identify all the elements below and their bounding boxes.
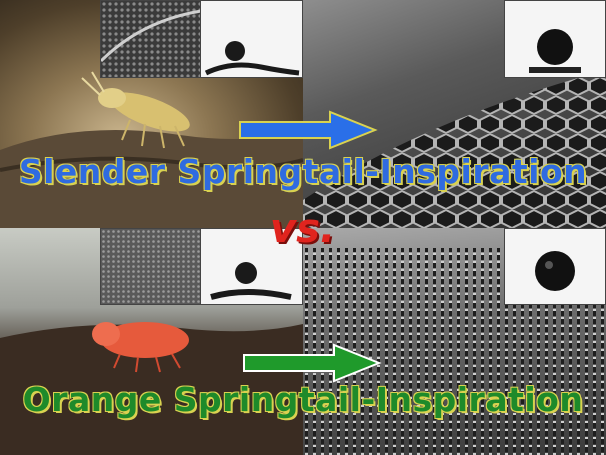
nanopillar-sem-surface <box>303 228 606 455</box>
slender-springtail-photo <box>0 0 303 228</box>
hexagonal-sem-surface <box>303 0 606 228</box>
versus-label: vs. <box>270 206 336 252</box>
bark-crack <box>0 156 303 172</box>
hexagon-pattern <box>303 70 606 228</box>
cuticle-sem-inset <box>100 0 202 78</box>
blue-arrow-icon <box>239 110 378 150</box>
cuticle-texture <box>101 1 201 77</box>
orange-springtail-body <box>101 322 189 358</box>
orange-springtail-legs <box>113 353 181 373</box>
springtail-body <box>110 92 190 132</box>
bark-shape <box>0 130 303 228</box>
orange-springtail-photo <box>0 228 303 455</box>
droplet-inset-slender <box>200 0 303 78</box>
droplet-on-pillars <box>535 251 575 291</box>
droplet-on-springtail <box>204 41 300 76</box>
springtail-head <box>98 88 126 108</box>
droplet-on-hexagon <box>529 29 581 73</box>
droplet-inset-pillars <box>504 228 606 305</box>
droplet-on-orange <box>210 262 292 300</box>
orange-cuticle-texture <box>101 229 201 304</box>
droplet-inset-hexagon <box>504 0 606 78</box>
slender-springtail-illustration <box>0 71 303 228</box>
orange-cuticle-sem-inset <box>100 228 202 305</box>
springtail-legs <box>121 119 185 149</box>
bark-bottom <box>0 324 303 455</box>
orange-springtail-head <box>92 322 120 346</box>
droplet-inset-orange <box>200 228 303 305</box>
springtail-antennae <box>81 71 105 96</box>
green-arrow-icon <box>243 343 382 383</box>
orange-springtail-illustration <box>0 322 303 455</box>
slender-springtail-label: Slender Springtail-Inspiration <box>18 152 588 191</box>
orange-springtail-label: Orange Springtail-Inspiration <box>22 380 584 419</box>
